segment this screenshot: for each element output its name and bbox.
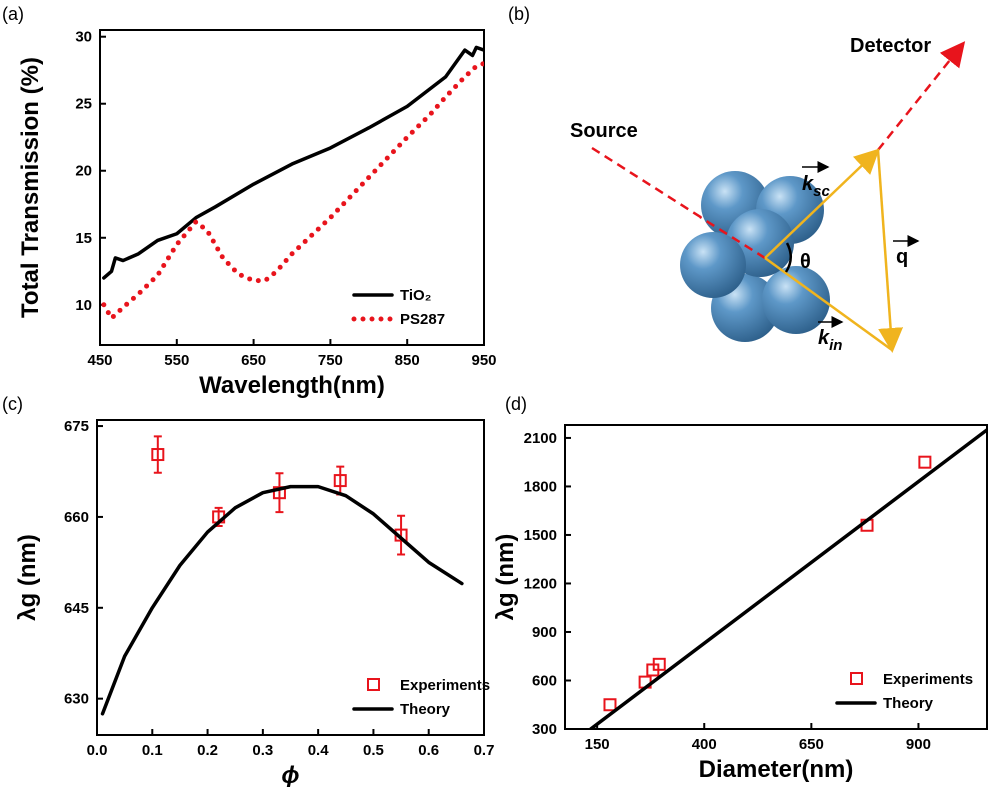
data-point [652, 657, 666, 671]
x-tick-label: 850 [395, 352, 420, 369]
legend-label: Experiments [883, 671, 973, 688]
x-tick-label: 0.1 [142, 742, 163, 759]
x-tick-label: 550 [164, 352, 189, 369]
y-tick-label: 660 [64, 509, 89, 526]
y-tick-label: 2100 [524, 430, 557, 447]
x-axis-label: Diameter(nm) [699, 756, 854, 783]
x-tick-label: 0.0 [87, 742, 108, 759]
panel-label: (b) [508, 4, 530, 24]
plot-frame [564, 424, 988, 730]
k-sc-sub: sc [813, 183, 830, 200]
data-point [603, 698, 617, 712]
y-tick-label: 10 [75, 297, 92, 314]
legend-label: PS287 [400, 311, 445, 328]
series-line [101, 61, 484, 321]
y-axis-label: λg (nm) [14, 534, 41, 621]
x-tick-label: 0.4 [308, 742, 330, 759]
series-line [588, 428, 987, 729]
y-axis-label: Total Transmission (%) [17, 57, 44, 318]
panel-label: (d) [505, 394, 527, 414]
x-tick-label: 0.3 [252, 742, 273, 759]
x-tick-label: 0.2 [197, 742, 218, 759]
k-in-sub: in [829, 337, 842, 354]
y-tick-label: 300 [532, 721, 557, 738]
data-point [151, 448, 165, 462]
series-line [102, 45, 484, 280]
incident-beam [699, 215, 766, 260]
k-sc-label: ksc [802, 173, 830, 200]
legend-symbol [850, 672, 863, 685]
x-tick-label: 900 [906, 736, 931, 753]
panel-label: (a) [2, 4, 24, 24]
y-tick-label: 1500 [524, 527, 557, 544]
y-tick-label: 30 [75, 29, 92, 46]
x-axis-label: Wavelength(nm) [199, 372, 385, 399]
x-tick-label: 0.5 [363, 742, 384, 759]
y-tick-label: 1200 [524, 575, 557, 592]
k-sc-vector [764, 148, 880, 259]
theta-label: θ [800, 251, 811, 273]
sphere [680, 232, 746, 298]
x-tick-label: 400 [692, 736, 717, 753]
error-bar [153, 435, 162, 474]
y-tick-label: 675 [64, 418, 89, 435]
x-tick-label: 0.6 [418, 742, 439, 759]
scattered-beam [877, 41, 966, 151]
y-tick-label: 1800 [524, 478, 557, 495]
chart: (d) 150 400 650 900 300 600 900 1200 1500 1800 2100… [492, 394, 988, 783]
k-in-vector [764, 256, 893, 352]
y-tick-label: 900 [532, 624, 557, 641]
error-bar [275, 472, 284, 514]
legend-symbol [367, 678, 380, 691]
chart: (c) 0.0 0.1 0.2 0.3 0.4 0.5 0.6 0.7 630 645 660 675 ϕ… [2, 394, 495, 789]
error-bar [336, 465, 345, 496]
k-sc-base: k [802, 173, 814, 195]
error-bar [397, 514, 406, 556]
plot-frame [99, 29, 485, 346]
y-axis-label: λg (nm) [492, 534, 519, 621]
chart: (a) 450 550 650 750 850 950 10 15 20 25 30 Wavelengt… [2, 4, 497, 399]
series-line [100, 484, 464, 716]
panel-label: (c) [2, 394, 23, 414]
x-axis-label: ϕ [281, 762, 299, 787]
y-tick-label: 645 [64, 600, 89, 617]
diagram: (b) Source Detector ksc θ q kin [508, 4, 966, 354]
k-in-base: k [818, 327, 830, 349]
x-tick-label: 750 [318, 352, 343, 369]
x-tick-label: 650 [241, 352, 266, 369]
y-tick-label: 15 [75, 230, 92, 247]
q-vector [876, 149, 904, 353]
source-label: Source [570, 120, 638, 142]
x-tick-label: 450 [87, 352, 112, 369]
detector-label: Detector [850, 35, 931, 57]
x-tick-label: 650 [799, 736, 824, 753]
plot-frame [96, 419, 485, 736]
x-tick-label: 150 [585, 736, 610, 753]
legend-label: TiO₂ [400, 287, 431, 304]
y-tick-label: 20 [75, 163, 92, 180]
q-label: q [896, 246, 908, 268]
y-tick-label: 630 [64, 691, 89, 708]
data-point [333, 474, 347, 488]
k-in-label: kin [818, 327, 842, 354]
legend-label: Experiments [400, 677, 490, 694]
sphere [762, 266, 830, 334]
y-tick-label: 25 [75, 96, 92, 113]
data-point [272, 486, 286, 500]
angle-arc [784, 242, 792, 273]
legend-label: Theory [883, 695, 934, 712]
x-tick-label: 0.7 [474, 742, 495, 759]
data-point [918, 455, 932, 469]
y-tick-label: 600 [532, 672, 557, 689]
legend-label: Theory [400, 701, 451, 718]
x-tick-label: 950 [471, 352, 496, 369]
